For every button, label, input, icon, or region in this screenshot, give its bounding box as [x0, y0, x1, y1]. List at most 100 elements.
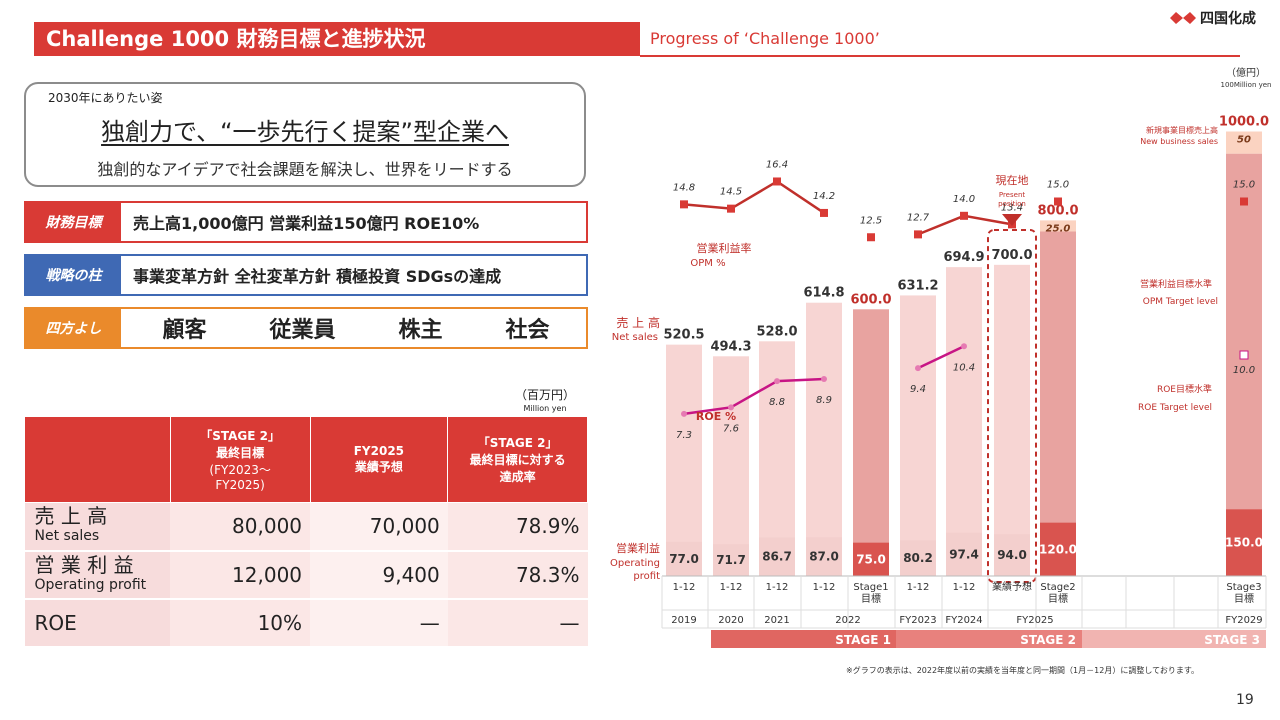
strategy-tag: 戦略の柱: [26, 256, 121, 294]
roe-value: 10.4: [953, 362, 975, 373]
net-sales-value: 631.2: [897, 278, 938, 293]
roe-point: [681, 410, 687, 417]
operating-profit-bar: [806, 537, 842, 576]
operating-profit-bar: [1226, 509, 1262, 576]
roe-value: 10.0: [1233, 365, 1255, 376]
logo-icon: [1170, 12, 1196, 24]
x-tick-label: 1-12: [720, 582, 743, 593]
yoshi-item: 社会: [505, 318, 550, 343]
opm-target-label-en: OPM Target level: [1143, 297, 1218, 307]
cell-rate: 78.9%: [447, 502, 588, 552]
net-sales-value: 800.0: [1037, 203, 1078, 218]
x-year-label: 2020: [718, 615, 743, 626]
opm-point: [820, 208, 828, 217]
roe-value: 7.6: [723, 423, 739, 434]
opm-point: [1240, 197, 1248, 206]
header-bar: [34, 22, 640, 56]
financial-target-row: 財務目標 売上高1,000億円 営業利益150億円 ROE10%: [24, 201, 588, 243]
vision-box: [24, 82, 586, 187]
opm-point: [680, 200, 688, 209]
opm-value: 14.0: [953, 194, 975, 205]
table-row: 売 上 高 Net sales 80,000 70,000 78.9%: [24, 502, 588, 552]
yoshi-item: 従業員: [269, 318, 336, 343]
table-header-achievement: 「STAGE 2」 最終目標に対する 達成率: [447, 416, 588, 503]
vision-statement: 独創力で、“一歩先行く提案”型企業へ: [101, 118, 509, 146]
operating-profit-value: 75.0: [856, 552, 886, 566]
net-sales-bar: [994, 264, 1030, 576]
net-sales-value: 614.8: [803, 286, 844, 301]
opm-point: [914, 230, 922, 239]
operating-profit-value: 77.0: [669, 552, 699, 566]
operating-profit-value: 87.0: [809, 550, 839, 564]
chart-unit: （億円）: [1226, 66, 1266, 79]
opm-value: 14.8: [673, 182, 695, 193]
row-label: ROE: [24, 598, 171, 648]
yoshi-tag: 四方よし: [26, 309, 121, 347]
opm-value: 15.0: [1047, 180, 1069, 191]
x-year-label: FY2029: [1225, 615, 1262, 626]
net-sales-value: 494.3: [710, 339, 751, 354]
table-unit: （百万円）: [514, 388, 575, 402]
cell-rate: —: [447, 598, 588, 648]
opm-value: 16.4: [766, 159, 788, 170]
yoshi-item: 顧客: [162, 318, 207, 343]
net-sales-value: 520.5: [663, 328, 704, 343]
net-sales-bar: [1226, 153, 1262, 576]
operating-profit-bar: [1040, 522, 1076, 576]
table-header-empty: [24, 416, 171, 503]
company-logo: 四国化成: [1170, 8, 1256, 28]
opm-point: [1054, 197, 1062, 206]
cell-target: 12,000: [170, 550, 311, 600]
net-sales-bar: [806, 302, 842, 576]
roe-point: [728, 404, 734, 411]
operating-profit-bar: [713, 544, 749, 576]
roe-point: [961, 343, 967, 350]
opm-value: 12.7: [907, 212, 930, 223]
operating-profit-value: 150.0: [1225, 536, 1263, 550]
roe-line: [683, 377, 825, 416]
x-tick-label: 1-12: [907, 582, 930, 593]
opm-point: [727, 204, 735, 213]
new-business-segment: [1226, 131, 1262, 154]
row-label: 売 上 高 Net sales: [24, 502, 171, 552]
operating-profit-value: 80.2: [903, 551, 933, 565]
x-year-label: 2019: [671, 615, 696, 626]
cell-rate: 78.3%: [447, 550, 588, 600]
present-position-arrow: [1002, 214, 1022, 226]
new-business-series-label-en: New business sales: [1140, 137, 1218, 146]
stage-label: STAGE 3: [1204, 633, 1260, 647]
operating-profit-bar: [666, 541, 702, 576]
opm-value: 13.4: [1001, 202, 1023, 213]
new-business-series-label: 新規事業目標売上高: [1146, 125, 1218, 135]
operating-profit-bar: [900, 540, 936, 576]
logo-text: 四国化成: [1200, 11, 1256, 27]
strategy-row: 戦略の柱 事業変革方針 全社変革方針 積極投資 SDGsの達成: [24, 254, 588, 296]
cell-target: 80,000: [170, 502, 311, 552]
cell-forecast: —: [310, 598, 448, 648]
table-unit-en: Million yen: [523, 404, 567, 413]
vision-year-label: 2030年にありたい姿: [48, 91, 163, 105]
x-year-label: 2022: [835, 615, 860, 626]
new-business-label: 25.0: [1046, 223, 1071, 234]
header-divider: [640, 55, 1240, 57]
opm-series-label-en: OPM %: [690, 258, 725, 269]
new-business-label: 50: [1237, 135, 1251, 146]
roe-value: 9.4: [910, 384, 926, 395]
net-sales-value: 700.0: [991, 248, 1032, 263]
x-year-label: FY2023: [899, 615, 936, 626]
op-series-label-en: Operating: [610, 558, 660, 569]
x-tick-label: 1-12: [813, 582, 836, 593]
opm-target-label: 営業利益目標水準: [1140, 278, 1212, 290]
x-year-label: FY2025: [1016, 615, 1053, 626]
x-tick-label: 1-12: [673, 582, 696, 593]
operating-profit-value: 97.4: [949, 547, 979, 561]
table-row: 営 業 利 益 Operating profit 12,000 9,400 78.…: [24, 550, 588, 600]
targets-table: 「STAGE 2」 最終目標 (FY2023～ FY2025) FY2025 業績予想…: [24, 416, 588, 648]
vision-description: 独創的なアイデアで社会課題を解決し、世界をリードする: [97, 160, 513, 179]
yoshi-items: 顧客 従業員 株主 社会: [121, 312, 581, 344]
operating-profit-value: 120.0: [1039, 542, 1077, 556]
opm-series-label: 営業利益率: [697, 241, 752, 255]
cell-target: 10%: [170, 598, 311, 648]
net-sales-bar: [946, 267, 982, 576]
strategy-text: 事業変革方針 全社変革方針 積極投資 SDGsの達成: [133, 267, 502, 286]
